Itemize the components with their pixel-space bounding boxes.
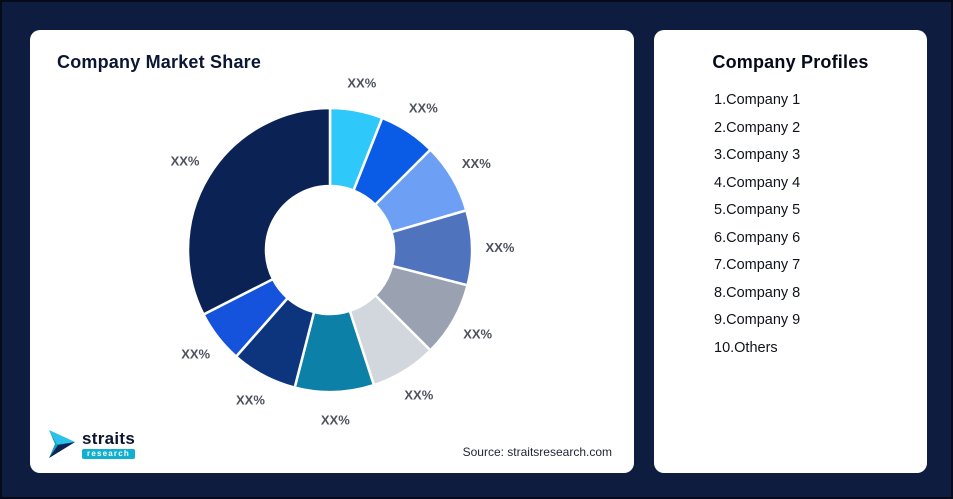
company-list: 1.Company 1 2.Company 2 3.Company 3 4.Compa…: [654, 87, 927, 362]
slice-label: XX%: [404, 387, 433, 402]
slice-label: XX%: [236, 393, 265, 408]
slice-label: XX%: [171, 154, 200, 169]
chart-title: Company Market Share: [57, 52, 262, 72]
slice-label: XX%: [181, 347, 210, 362]
company-list-item: 6.Company 6: [714, 229, 801, 246]
logo-brand: straits: [82, 428, 136, 448]
company-list-item: 2.Company 2: [714, 119, 801, 136]
company-list-item: 5.Company 5: [714, 202, 801, 218]
company-list-item: 9.Company 9: [714, 312, 801, 328]
slice-label: XX%: [321, 412, 350, 427]
company-list-item: 10.Others: [714, 339, 778, 356]
slice-label: XX%: [463, 327, 492, 342]
company-list-item: 3.Company 3: [714, 147, 801, 163]
company-profiles-card: Company Profiles 1.Company 1 2.Company 2 3…: [654, 30, 927, 473]
slice-label: XX%: [462, 156, 491, 171]
source-note: Source: straitsresearch.com: [462, 445, 612, 459]
slice-label: XX%: [486, 240, 515, 255]
donut-chart-area: XX% XX% XX% XX% XX% XX% XX% XX% XX% XX%: [100, 42, 560, 454]
donut-slice-others: [186, 106, 332, 316]
slice-label: XX%: [409, 100, 438, 115]
slice-label: XX%: [347, 76, 376, 91]
donut-chart: XX% XX% XX% XX% XX% XX% XX% XX% XX% XX%: [171, 76, 515, 428]
company-list-item: 4.Company 4: [714, 174, 801, 191]
market-share-card: Company Market Share XX% XX% XX% XX% XX% XX% X…: [30, 30, 634, 473]
company-list-item: 1.Company 1: [714, 92, 801, 108]
straits-research-logo: straits research: [48, 429, 135, 459]
logo-text: straits research: [82, 430, 135, 459]
company-list-item: 8.Company 8: [714, 284, 801, 301]
logo-sub: research: [82, 448, 135, 459]
company-list-item: 7.Company 7: [714, 257, 801, 273]
profiles-title: Company Profiles: [712, 52, 869, 72]
straits-logo-icon: [49, 430, 75, 458]
